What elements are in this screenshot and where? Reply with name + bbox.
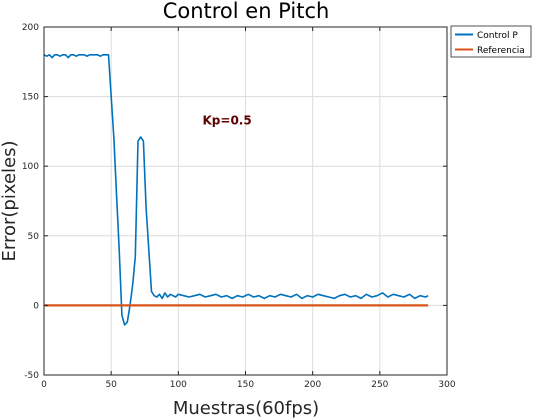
x-tick-label: 200 — [304, 380, 321, 390]
legend: Control P Referencia — [450, 25, 532, 58]
x-tick-label: 50 — [105, 380, 117, 390]
x-tick-label: 150 — [237, 380, 254, 390]
x-tick-label: 300 — [438, 380, 455, 390]
x-tick-label: 0 — [41, 380, 47, 390]
x-axis-label: Muestras(60fps) — [173, 398, 319, 418]
legend-box — [450, 25, 532, 58]
plot-area — [43, 53, 429, 326]
y-tick-label: 0 — [33, 301, 39, 311]
grid — [43, 26, 448, 376]
y-tick-label: 150 — [22, 93, 39, 103]
x-tick-label: 100 — [170, 380, 187, 390]
x-tick-label: 250 — [371, 380, 388, 390]
legend-label-referencia: Referencia — [477, 46, 525, 56]
y-tick-label: 100 — [22, 162, 39, 172]
y-tick-label: 50 — [28, 232, 40, 242]
y-axis-label: Error(pixeles) — [0, 141, 20, 262]
legend-label-control-p: Control P — [477, 31, 518, 41]
y-tick-label: -50 — [24, 371, 39, 381]
y-tick-label: 200 — [22, 23, 39, 33]
chart-title: Control en Pitch — [163, 0, 330, 23]
annotation-kp: Kp=0.5 — [203, 113, 252, 127]
series-line-control-p — [43, 53, 429, 326]
